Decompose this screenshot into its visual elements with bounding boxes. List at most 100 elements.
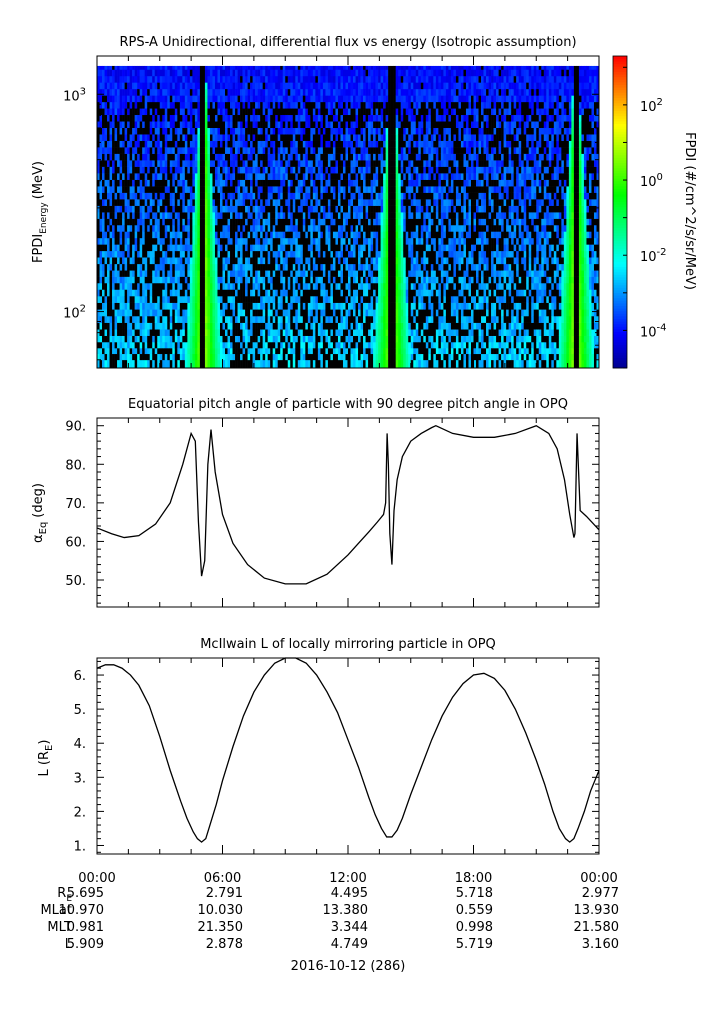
spectrogram-cell bbox=[322, 315, 326, 323]
spectrogram-cell bbox=[149, 121, 153, 129]
spectrogram-cell bbox=[147, 250, 151, 258]
spectrogram-cell bbox=[127, 127, 130, 135]
spectrogram-cell bbox=[197, 140, 201, 148]
spectrogram-cell bbox=[348, 289, 351, 297]
spectrogram-cell bbox=[312, 353, 316, 361]
spectrogram-cell bbox=[99, 160, 103, 167]
spectrogram-cell bbox=[97, 153, 100, 161]
spectrogram-cell bbox=[355, 250, 359, 258]
spectrogram-cell bbox=[207, 140, 211, 148]
spectrogram-cell bbox=[285, 127, 289, 135]
spectrogram-cell bbox=[167, 359, 171, 369]
spectrogram-cell bbox=[212, 231, 216, 239]
spectrogram-cell bbox=[282, 322, 286, 330]
spectrogram-cell bbox=[275, 140, 279, 148]
spectrogram-cell bbox=[162, 179, 166, 187]
spectrogram-cell bbox=[192, 140, 196, 148]
spectrogram-cell bbox=[292, 309, 296, 317]
spectrogram-cell bbox=[262, 140, 266, 148]
spectrogram-cell bbox=[330, 179, 334, 187]
spectrogram-cell bbox=[310, 108, 314, 116]
spectrogram-cell bbox=[330, 322, 334, 330]
spectrogram-cell bbox=[209, 65, 213, 70]
spectrogram-cell bbox=[169, 329, 173, 336]
spectrogram-cell bbox=[245, 205, 248, 213]
spectrogram-cell bbox=[342, 127, 346, 135]
spectrogram-cell bbox=[312, 186, 316, 193]
spectrogram-cell bbox=[287, 140, 291, 148]
spectrogram-cell bbox=[137, 166, 140, 174]
spectrogram-cell bbox=[144, 160, 148, 167]
spectrogram-cell bbox=[192, 341, 196, 349]
spectrogram-cell bbox=[179, 263, 183, 271]
spectrogram-cell bbox=[214, 153, 218, 161]
spectrogram-cell bbox=[355, 179, 359, 187]
spectrogram-cell bbox=[280, 329, 284, 336]
spectrogram-cell bbox=[169, 231, 173, 239]
spectrogram-cell bbox=[209, 88, 213, 96]
spectrogram-cell bbox=[119, 237, 123, 245]
spectrogram-cell bbox=[197, 296, 201, 303]
spectrogram-cell bbox=[97, 348, 100, 355]
spectrogram-cell bbox=[280, 348, 284, 355]
spectrogram-cell bbox=[204, 315, 208, 323]
spectrogram-cell bbox=[177, 75, 181, 83]
spectrogram-cell bbox=[137, 302, 140, 310]
spectrogram-cell bbox=[348, 212, 351, 219]
spectrogram-cell bbox=[225, 270, 228, 277]
spectrogram-cell bbox=[225, 212, 228, 219]
spectrogram-cell bbox=[265, 69, 268, 77]
spectrogram-cell bbox=[285, 353, 289, 361]
spectrogram-cell bbox=[315, 289, 319, 297]
spectrogram-cell bbox=[197, 153, 201, 161]
spectrogram-cell bbox=[159, 199, 163, 206]
spectrogram-cell bbox=[342, 205, 346, 213]
spectrogram-cell bbox=[348, 341, 351, 349]
spectrogram-cell bbox=[260, 69, 263, 77]
spectrogram-cell bbox=[290, 263, 294, 271]
spectrogram-cell bbox=[184, 199, 188, 206]
spectrogram-cell bbox=[117, 75, 120, 83]
spectrogram-cell bbox=[127, 173, 130, 180]
spectrogram-cell bbox=[122, 263, 125, 271]
spectrogram-cell bbox=[142, 65, 145, 70]
spectrogram-cell bbox=[360, 101, 364, 109]
spectrogram-cell bbox=[337, 153, 341, 161]
spectrogram-cell bbox=[119, 199, 123, 206]
spectrogram-cell bbox=[330, 147, 334, 154]
spectrogram-cell bbox=[222, 224, 226, 232]
spectrogram-cell bbox=[204, 263, 208, 271]
spectrogram-cell bbox=[157, 224, 161, 232]
spectrogram-cell bbox=[149, 212, 153, 219]
spectrogram-cell bbox=[340, 140, 344, 148]
spectrogram-cell bbox=[275, 329, 279, 336]
spectrogram-cell bbox=[107, 153, 110, 161]
spectrogram-cell bbox=[353, 75, 356, 83]
spectrogram-cell bbox=[219, 348, 223, 355]
spectrogram-cell bbox=[99, 192, 103, 200]
spectrogram-cell bbox=[214, 322, 218, 330]
spectrogram-cell bbox=[322, 205, 326, 213]
spectrogram-cell bbox=[182, 127, 186, 135]
spectrogram-cell bbox=[179, 276, 183, 284]
spectrogram-cell bbox=[127, 199, 130, 206]
spectrogram-cell bbox=[147, 329, 151, 336]
spectrogram-cell bbox=[187, 315, 191, 323]
spectrogram-cell bbox=[325, 237, 329, 245]
spectrogram-cell bbox=[142, 309, 145, 317]
spectrogram-cell bbox=[240, 353, 243, 361]
spectrogram-cell bbox=[172, 69, 176, 77]
spectrogram-cell bbox=[232, 212, 236, 219]
spectrogram-cell bbox=[222, 289, 226, 297]
spectrogram-cell bbox=[139, 153, 143, 161]
spectrogram-cell bbox=[217, 263, 221, 271]
spectrogram-cell bbox=[277, 160, 281, 167]
spectrogram-cell bbox=[330, 276, 334, 284]
spectrogram-cell bbox=[307, 114, 311, 122]
spectrogram-cell bbox=[184, 140, 188, 148]
spectrogram-cell bbox=[164, 140, 168, 148]
spectrogram-cell bbox=[219, 237, 223, 245]
spectrogram-cell bbox=[159, 315, 163, 323]
spectrogram-cell bbox=[225, 147, 228, 154]
spectrogram-cell bbox=[282, 153, 286, 161]
